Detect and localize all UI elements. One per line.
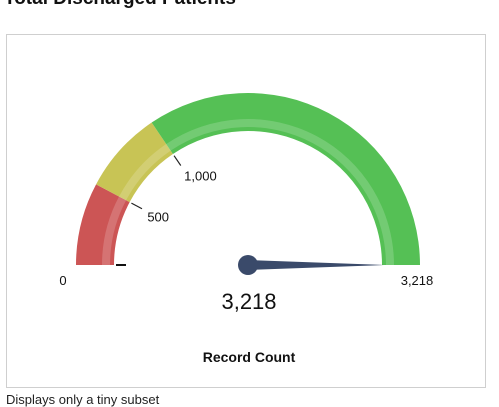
gauge-chart: 500 1,000 0 3,218 3,218 Record Count bbox=[59, 92, 434, 365]
gauge-tick-1 bbox=[173, 155, 182, 166]
gauge-value: 3,218 bbox=[221, 289, 276, 314]
gauge-tick-0 bbox=[131, 202, 143, 210]
gauge-ticks: 500 1,000 bbox=[131, 155, 217, 225]
gauge-band-0 bbox=[76, 184, 130, 265]
gauge-band-highlight-0 bbox=[102, 196, 127, 265]
gauge-panel: 500 1,000 0 3,218 3,218 Record Count bbox=[6, 34, 486, 388]
gauge-band-2 bbox=[151, 92, 420, 265]
gauge-needle bbox=[238, 255, 384, 275]
page-title: Total Discharged Patients bbox=[4, 0, 236, 10]
gauge-bands bbox=[76, 92, 420, 266]
gauge-band-1 bbox=[96, 122, 173, 203]
gauge-tick-label-0: 500 bbox=[147, 210, 169, 225]
gauge-min-label: 0 bbox=[59, 273, 66, 288]
gauge-max-label: 3,218 bbox=[401, 273, 434, 288]
gauge-title: Record Count bbox=[203, 349, 296, 365]
gauge-band-highlight-2 bbox=[166, 118, 394, 265]
gauge-needle-pointer bbox=[248, 260, 384, 270]
gauge-tick-label-1: 1,000 bbox=[184, 169, 217, 184]
gauge-band-highlight-1 bbox=[119, 144, 171, 201]
gauge-needle-hub bbox=[238, 255, 258, 275]
